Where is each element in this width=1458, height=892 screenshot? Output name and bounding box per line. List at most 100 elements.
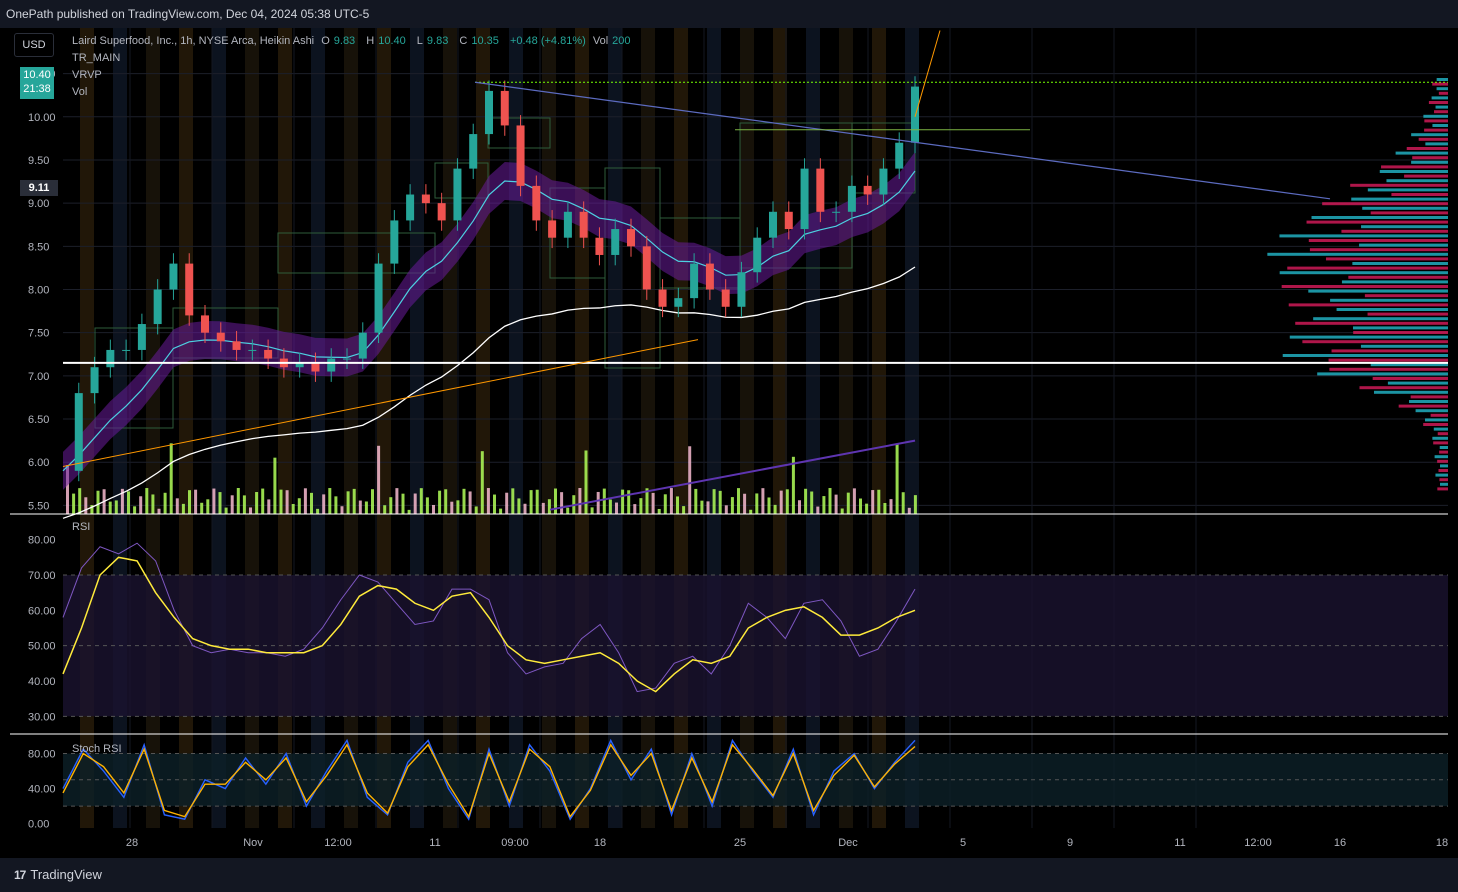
candle-body	[516, 125, 525, 186]
indicator-tr-main[interactable]: TR_MAIN	[72, 52, 121, 64]
volume-profile-bar	[1437, 459, 1448, 463]
volume-profile-bar	[1336, 308, 1448, 311]
volume-profile-bar	[1308, 239, 1448, 242]
candle-body	[611, 229, 620, 255]
candle-body	[705, 263, 714, 290]
symbol-legend: Laird Superfood, Inc., 1h, NYSE Arca, He…	[72, 35, 639, 47]
candle-body	[153, 289, 162, 325]
volume-bar	[779, 490, 783, 514]
volume-bar	[913, 495, 917, 514]
volume-bar	[755, 493, 759, 514]
volume-profile-bar	[1440, 482, 1448, 486]
x-tick-label: 11	[1174, 837, 1185, 849]
volume-bar	[840, 508, 844, 514]
last-price: 10.40	[23, 69, 51, 81]
volume-bar	[425, 497, 429, 514]
candle-body	[674, 298, 683, 307]
volume-profile-bar	[1309, 248, 1448, 252]
candle-body	[753, 237, 762, 273]
candle-body	[264, 349, 273, 359]
candle-body	[169, 263, 178, 290]
volume-bar	[749, 509, 753, 514]
high-value: 10.40	[378, 35, 406, 47]
volume-profile-bar	[1381, 165, 1448, 169]
x-tick-label: 12:00	[1244, 837, 1272, 849]
tradingview-logo[interactable]: 17 TradingView	[14, 867, 102, 882]
indicator-vol[interactable]: Vol	[72, 86, 88, 98]
ohlc-close: C 10.35	[459, 35, 502, 47]
volume-bar	[163, 492, 167, 514]
volume-profile-bar	[1423, 423, 1448, 426]
rsi-tick-label: 60.00	[28, 605, 56, 617]
rsi-tick-label: 30.00	[28, 711, 56, 723]
sma-line	[62, 266, 916, 519]
candle-body	[343, 358, 351, 360]
volume-bar	[834, 494, 838, 514]
x-tick-label: Nov	[243, 837, 263, 849]
volume-profile-bar	[1359, 386, 1448, 390]
candle-body	[595, 237, 604, 255]
volume-profile-bar	[1424, 128, 1448, 132]
volume-bar	[230, 495, 234, 514]
footer-brand: TradingView	[30, 867, 102, 882]
volume-bar	[181, 503, 185, 514]
volume-profile-bar	[1431, 96, 1448, 100]
volume-bar	[169, 443, 173, 514]
volume-profile-bar	[1325, 257, 1448, 261]
volume-profile-bar	[1362, 206, 1448, 210]
x-tick-label: 09:00	[501, 837, 529, 849]
volume-bar	[401, 493, 405, 514]
volume-profile-bar	[1435, 473, 1448, 477]
volume-profile-bar	[1329, 367, 1448, 371]
volume-profile-bar	[1423, 114, 1448, 118]
volume-profile-bar	[1322, 202, 1448, 206]
indicator-vrvp[interactable]: VRVP	[72, 69, 102, 81]
rsi-pane-label[interactable]: RSI	[72, 521, 91, 533]
candle-body	[500, 90, 509, 126]
volume-bar	[889, 499, 893, 514]
bar-countdown: 21:38	[23, 83, 51, 95]
volume-bar	[743, 493, 747, 514]
candle-body	[232, 341, 241, 350]
candle-body	[201, 315, 209, 333]
volume-profile-bar	[1348, 275, 1448, 279]
close-label: C	[459, 35, 468, 47]
volume-bar	[444, 489, 448, 514]
volume-profile-bar	[1411, 160, 1448, 164]
candle-body	[248, 349, 257, 351]
volume-profile-bar	[1317, 372, 1448, 376]
stoch-tick-label: 80.00	[28, 749, 56, 761]
stoch-pane-label[interactable]: Stoch RSI	[72, 743, 122, 755]
volume-bar	[120, 488, 124, 514]
volume-bar	[188, 490, 191, 514]
volume-profile-bar	[1438, 469, 1448, 472]
volume-profile-bar	[1370, 363, 1448, 367]
candle-body	[327, 358, 336, 372]
volume-profile-bar	[1289, 335, 1448, 339]
volume-bar	[651, 492, 655, 514]
volume-bar	[791, 456, 795, 514]
volume-bar	[560, 492, 564, 514]
volume-bar	[584, 450, 588, 514]
candle-body	[311, 362, 320, 372]
volume-bar	[407, 509, 411, 514]
rsi-tick-label: 50.00	[28, 641, 56, 653]
volume-profile-bar	[1387, 381, 1448, 385]
chart-canvas[interactable]: 10.5010.009.509.008.508.007.507.006.506.…	[10, 28, 1448, 858]
currency-button[interactable]: USD	[14, 33, 54, 57]
volume-profile-bar	[1395, 151, 1448, 155]
candle-body	[784, 211, 793, 230]
volume-bar	[108, 501, 112, 514]
bottom-bar	[0, 858, 1458, 892]
volume-bar	[517, 498, 521, 514]
volume-bar	[895, 443, 899, 514]
x-tick-label: 25	[734, 837, 746, 849]
candle-body	[721, 289, 730, 307]
volume-bar	[627, 490, 631, 514]
last-price-badge: 10.40 21:38	[20, 67, 54, 99]
low-value: 9.83	[426, 35, 449, 47]
x-tick-label: 18	[594, 837, 606, 849]
y-tick-label: 10.00	[28, 112, 56, 124]
candle-body	[769, 211, 777, 238]
volume-profile-bar	[1434, 455, 1448, 459]
